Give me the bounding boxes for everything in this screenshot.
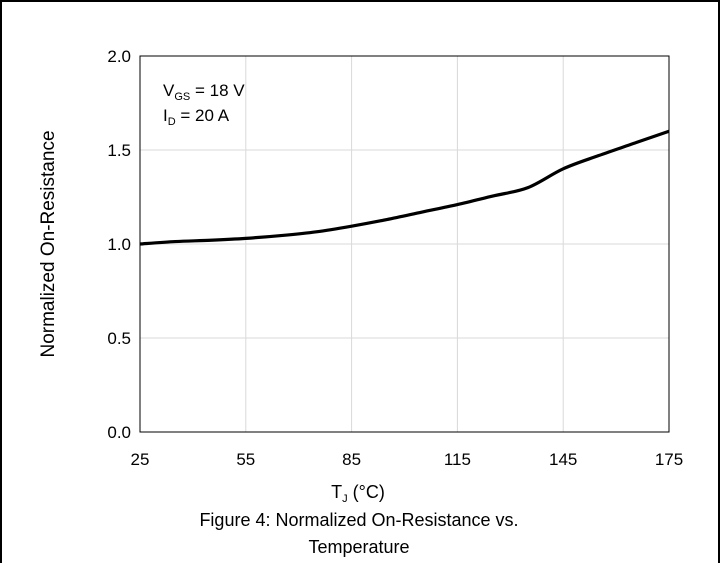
- annotation-id-sub: D: [168, 116, 176, 128]
- annotation-vgs-sub: GS: [174, 91, 190, 103]
- figure-caption-line-2: Temperature: [308, 537, 409, 557]
- annotation-vgs: VGS = 18 V: [163, 81, 245, 103]
- x-axis-label: TJ (°C): [331, 482, 385, 505]
- x-tick-label: 145: [549, 450, 577, 469]
- y-axis-label: Normalized On-Resistance: [38, 130, 59, 357]
- series-line-on-resistance: [139, 129, 670, 246]
- x-tick-label: 85: [342, 450, 361, 469]
- figure-caption-line-1: Figure 4: Normalized On-Resistance vs.: [199, 510, 518, 530]
- series-group: [139, 129, 670, 246]
- y-tick-label: 1.0: [107, 235, 131, 254]
- y-tick-label: 0.5: [107, 329, 131, 348]
- x-axis-label-sub: J: [342, 493, 348, 505]
- annotation-id: ID = 20 A: [163, 106, 230, 128]
- y-tick-label: 2.0: [107, 47, 131, 66]
- y-tick-label: 0.0: [107, 423, 131, 442]
- x-tick-label: 175: [655, 450, 683, 469]
- annotation-id-main: I: [163, 106, 168, 125]
- annotation-id-value: = 20 A: [176, 106, 230, 125]
- x-tick-label: 115: [444, 450, 471, 469]
- annotation-vgs-main: V: [163, 81, 175, 100]
- x-axis-label-main: T: [331, 482, 342, 502]
- y-tick-label: 1.5: [107, 141, 131, 160]
- grid-lines: [140, 56, 669, 432]
- x-tick-labels: 25 55 85 115 145 175: [131, 450, 684, 469]
- y-tick-labels: 0.0 0.5 1.0 1.5 2.0: [107, 47, 131, 442]
- annotation-vgs-value: = 18 V: [190, 81, 245, 100]
- x-tick-label: 25: [131, 450, 150, 469]
- x-axis-label-unit: (°C): [348, 482, 385, 502]
- x-tick-label: 55: [236, 450, 255, 469]
